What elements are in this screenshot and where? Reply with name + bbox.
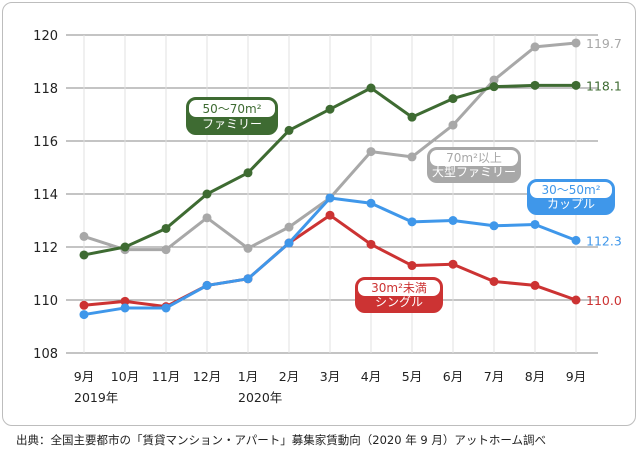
data-point (489, 221, 499, 231)
data-point (407, 217, 417, 227)
data-point (366, 83, 376, 93)
data-point (120, 296, 130, 306)
y-tick-label: 108 (33, 347, 58, 362)
data-point (79, 300, 89, 310)
data-point (448, 259, 458, 269)
x-tick-label: 6月 (443, 369, 463, 384)
series-badge-label: 30m²未満 (371, 281, 427, 295)
data-point (489, 75, 499, 85)
x-tick-label: 8月 (525, 369, 545, 384)
end-value-label: 119.7 (586, 36, 622, 51)
data-point (243, 243, 253, 253)
data-point (120, 242, 130, 252)
data-point (284, 238, 294, 248)
data-point (243, 274, 253, 284)
x-tick-label: 9月 (74, 369, 94, 384)
series-badge-label: 30〜50m² (541, 183, 600, 197)
data-point (202, 189, 212, 199)
year-label: 2019年 (74, 390, 118, 405)
x-tick-label: 1月 (238, 369, 258, 384)
data-point (284, 222, 294, 232)
data-point (366, 147, 376, 157)
data-point (571, 80, 581, 90)
data-point (448, 216, 458, 225)
series-badge-label: 50〜70m² (202, 102, 261, 116)
data-point (489, 276, 499, 286)
data-point (530, 42, 540, 52)
x-tick-label: 12月 (193, 369, 221, 384)
data-point (530, 219, 540, 229)
data-point (79, 310, 89, 320)
y-tick-label: 120 (33, 29, 58, 44)
series-badge-top (189, 100, 275, 117)
x-tick-label: 7月 (484, 369, 504, 384)
data-point (161, 303, 171, 313)
data-point (366, 239, 376, 249)
series-badge-label: 大型ファミリー (432, 165, 516, 179)
data-point (325, 104, 335, 114)
end-value-label: 110.0 (586, 293, 622, 308)
data-point (571, 295, 581, 305)
y-tick-label: 112 (33, 241, 58, 256)
data-point (161, 223, 171, 233)
series-badge-label: カップル (547, 197, 595, 211)
y-tick-label: 116 (33, 135, 58, 150)
series-badge-label: シングル (375, 295, 423, 309)
data-point (284, 125, 294, 135)
data-point (161, 245, 171, 255)
y-tick-label: 118 (33, 82, 58, 97)
data-point (407, 261, 417, 271)
end-value-label: 118.1 (586, 78, 622, 93)
data-point (243, 168, 253, 178)
year-label: 2020年 (238, 390, 282, 405)
data-point (407, 112, 417, 122)
data-point (79, 250, 89, 260)
x-tick-label: 2月 (279, 369, 299, 384)
data-point (366, 198, 376, 208)
data-point (407, 152, 417, 162)
data-point (202, 213, 212, 223)
x-tick-label: 11月 (152, 369, 180, 384)
data-point (448, 94, 458, 104)
end-value-label: 112.3 (586, 233, 622, 248)
data-point (202, 280, 212, 290)
data-point (530, 80, 540, 90)
data-point (530, 280, 540, 290)
x-tick-label: 3月 (320, 369, 340, 384)
x-tick-label: 9月 (566, 369, 586, 384)
data-point (79, 231, 89, 241)
data-point (325, 210, 335, 220)
x-tick-label: 4月 (361, 369, 381, 384)
data-point (448, 120, 458, 130)
data-point (325, 193, 335, 203)
rent-trend-chart: 108 110 112 114 116 118 120 9月 10月 11月 12月 1月 2月 3月 4月… (33, 29, 622, 405)
data-point (571, 38, 581, 48)
source-note: 出典：全国主要都市の「賃貸マンション・アパート」募集家賃動向（2020 年 9 … (16, 433, 546, 447)
series-badge-label: ファミリー (202, 117, 262, 131)
chart-frame (2, 2, 636, 426)
series-badge-top (358, 280, 440, 296)
series-badge-label: 70m²以上 (446, 151, 502, 165)
x-tick-label: 10月 (111, 369, 139, 384)
series-badge-top (530, 182, 612, 198)
data-point (120, 303, 130, 313)
series-badge-top (430, 150, 518, 166)
data-point (489, 82, 499, 92)
y-tick-label: 114 (33, 188, 58, 203)
data-point (571, 235, 581, 245)
y-tick-label: 110 (33, 294, 58, 309)
x-tick-label: 5月 (402, 369, 422, 384)
